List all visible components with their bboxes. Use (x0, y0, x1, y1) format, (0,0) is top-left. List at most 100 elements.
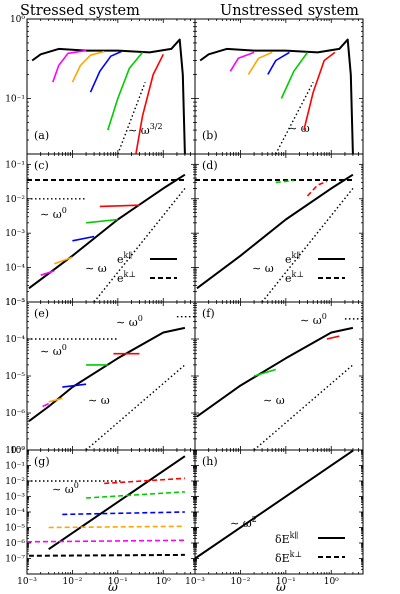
annotation-f-lin: ∼ ω (263, 394, 285, 407)
annotation-b: ∼ ω (288, 122, 310, 135)
x-axis-label-left: ω (108, 580, 118, 594)
panel-c-guide-1 (93, 187, 186, 302)
panel-g-series-red-6 (104, 477, 185, 485)
title-unstressed: Unstressed system (220, 3, 359, 19)
legend-d-par-sup: k∥ (292, 251, 301, 260)
panel-c-ticks (26, 153, 196, 303)
panel-a-series-blue-3 (89, 50, 122, 93)
legend-c-par-base: e (117, 253, 124, 266)
panel-a-guide-0 (117, 81, 146, 154)
panel-a-series-orange-2 (71, 50, 105, 83)
panel-label-b: (b) (202, 129, 218, 142)
panel-b-series-green-4 (280, 51, 309, 99)
panel-b-frame (194, 18, 364, 155)
panel-e-ytick-label-1: 10⁻⁴ (5, 335, 25, 345)
panel-d-guide-0 (261, 187, 354, 302)
panel-label-c: (c) (34, 159, 49, 172)
panel-c-series-blue-4 (72, 235, 95, 242)
panel-f-plot (196, 318, 363, 450)
panel-f-series-green-1 (253, 368, 277, 377)
panel-g-series-blue-4 (62, 511, 185, 516)
panel-f-guide-1 (253, 364, 354, 450)
legend-d-perp-base: e (285, 272, 292, 285)
annotation-f-flat: ∼ ω0 (300, 312, 327, 327)
panel-a-series-red-5 (135, 53, 165, 154)
annotation-h-quad: ∼ ω2 (230, 515, 257, 530)
panel-h-plot (195, 450, 354, 560)
annotation-e-flat: ∼ ω0 (40, 343, 67, 358)
panel-g-xtick-label-0: 10⁻³ (17, 577, 37, 587)
panel-a-plot (31, 38, 186, 154)
svg-text:ek∥: ek∥ (285, 251, 300, 266)
panel-d-series-black-0 (196, 173, 354, 290)
annotation-c-flat: ∼ ω0 (40, 206, 67, 221)
legend-h-perp-sup: k⊥ (290, 550, 302, 559)
panel-g-xtick-label-3: 10⁰ (156, 577, 171, 587)
panel-c-series-green-5 (86, 218, 118, 224)
svg-text:δEk∥: δEk∥ (275, 531, 298, 546)
panel-h-ticks (194, 449, 364, 575)
panel-g-ytick-label-3: 10⁻³ (5, 493, 25, 503)
panel-d-plot (195, 173, 354, 302)
legend-h-perp-base: δE (275, 552, 290, 565)
panel-e-ytick-label-3: 10⁻⁶ (5, 409, 25, 419)
panel-g-ytick-label-2: 10⁻² (5, 477, 25, 487)
panel-a-frame (26, 18, 196, 155)
panel-c-series-orange-3 (54, 256, 73, 265)
panel-a-ticks (26, 18, 196, 155)
panel-g-xtick-label-1: 10⁻² (63, 577, 83, 587)
panel-e-series-orange-2 (48, 397, 63, 403)
legend-c-perp-sup: k⊥ (124, 270, 136, 279)
panel-label-a: (a) (34, 129, 49, 142)
panel-a-ytick-label-1: 10⁻¹ (5, 94, 25, 104)
panel-d-series-green-2 (275, 179, 294, 184)
annotation-a: ∼ ω3/2 (128, 122, 163, 137)
panel-label-d: (d) (202, 159, 218, 172)
panel-h-xtick-label-1: 10⁻² (231, 577, 251, 587)
panel-e-series-blue-3 (62, 383, 87, 388)
legend-h-par-sup: k∥ (290, 531, 299, 540)
panel-c-ytick-label-2: 10⁻³ (5, 229, 25, 239)
panel-g-series-black-0 (48, 455, 186, 551)
legend-h-par-base: δE (275, 533, 290, 546)
legend-d-par-base: e (285, 253, 292, 266)
panel-d-ticks (194, 153, 364, 303)
panel-b-series-magenta-1 (229, 51, 255, 72)
panel-a-series-green-4 (107, 51, 144, 131)
panel-b-guide-0 (275, 81, 314, 154)
panel-f-series-black-0 (196, 326, 354, 418)
panel-label-h: (h) (202, 455, 218, 468)
panel-a-series-magenta-1 (52, 49, 87, 83)
panel-a-ytick-label-0: 10⁰ (10, 15, 25, 25)
svg-text:ek⊥: ek⊥ (117, 270, 136, 285)
panel-b-series-orange-2 (247, 51, 273, 75)
panel-a-series-black-0 (31, 38, 186, 154)
panel-b-series-red-5 (303, 51, 336, 131)
panel-g-series-green-5 (86, 491, 185, 499)
legend-d-perp-sup: k⊥ (292, 270, 304, 279)
panel-g-ytick-label-0: 10⁰ (10, 446, 25, 456)
panel-g-plot (27, 455, 186, 557)
panel-h-xtick-label-3: 10⁰ (324, 577, 339, 587)
legend-h: δEk∥ δEk⊥ (275, 531, 345, 565)
panel-f-series-red-2 (326, 335, 340, 340)
panel-b-series-black-0 (199, 38, 354, 154)
panel-d-series-red-3 (306, 180, 328, 197)
panel-g-series-orange-3 (48, 525, 185, 529)
panel-c-frame (26, 153, 196, 303)
chart-marks: 10⁰10⁻¹10⁻¹10⁻²10⁻³10⁻⁴10⁻⁵10⁻³10⁻⁴10⁻⁵1… (5, 15, 364, 587)
panel-e-guide-2 (85, 364, 186, 450)
title-stressed: Stressed system (20, 3, 140, 19)
panel-g-ytick-label-4: 10⁻⁴ (5, 508, 25, 518)
panel-label-e: (e) (34, 307, 49, 320)
panel-e-series-magenta-1 (42, 402, 50, 408)
panel-g-series-black-1 (28, 553, 185, 557)
panel-c-series-magenta-2 (40, 270, 55, 276)
panel-b-ticks (194, 18, 364, 155)
svg-text:ek∥: ek∥ (117, 251, 132, 266)
panel-c-series-red-6 (99, 204, 140, 208)
panel-e-ytick-label-4: 10⁻⁷ (5, 446, 25, 456)
svg-text:δEk⊥: δEk⊥ (275, 550, 302, 565)
panel-b-plot (199, 38, 354, 154)
panel-h-xtick-label-0: 10⁻³ (185, 577, 205, 587)
